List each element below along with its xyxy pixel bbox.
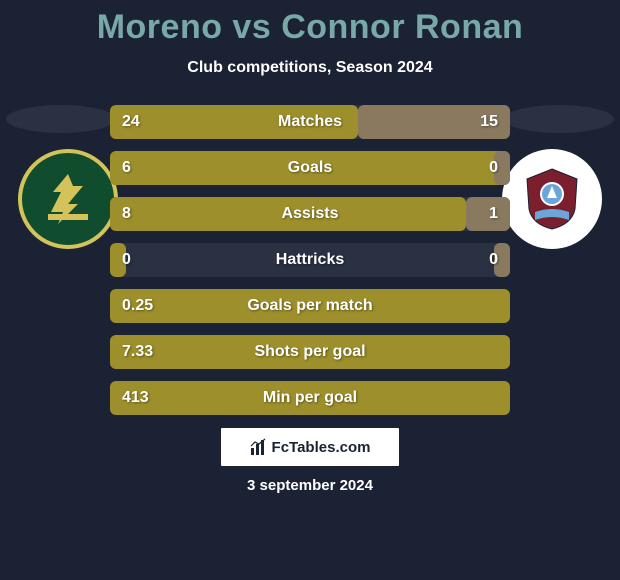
stat-value-right: 1 <box>489 205 498 223</box>
date-text: 3 september 2024 <box>0 477 620 494</box>
bar-chart-icon <box>250 438 268 456</box>
stat-value-left: 6 <box>122 159 131 177</box>
stat-value-left: 7.33 <box>122 343 153 361</box>
stat-value-left: 24 <box>122 113 140 131</box>
stat-value-right: 15 <box>480 113 498 131</box>
stat-bars: 24 15 Matches 6 0 Goals 8 1 Assists 0 0 Hattricks 0.… <box>110 105 510 415</box>
chart-area: 24 15 Matches 6 0 Goals 8 1 Assists 0 0 Hattricks 0.… <box>0 105 620 415</box>
stat-value-right: 0 <box>489 251 498 269</box>
stat-row: 7.33 Shots per goal <box>110 335 510 369</box>
comparison-title: Moreno vs Connor Ronan <box>0 0 620 47</box>
stat-row: 6 0 Goals <box>110 151 510 185</box>
footer-site-text: FcTables.com <box>272 439 371 456</box>
platform-left <box>6 105 116 133</box>
stat-row: 24 15 Matches <box>110 105 510 139</box>
stat-label: Matches <box>278 113 342 131</box>
stat-label: Assists <box>282 205 339 223</box>
stat-row: 0.25 Goals per match <box>110 289 510 323</box>
stat-label: Goals <box>288 159 332 177</box>
stat-row: 0 0 Hattricks <box>110 243 510 277</box>
stat-value-left: 8 <box>122 205 131 223</box>
stat-label: Shots per goal <box>254 343 365 361</box>
team-right-badge <box>502 149 602 249</box>
bar-fill-right <box>466 197 510 231</box>
rapids-logo-icon <box>517 164 587 234</box>
stat-value-left: 0.25 <box>122 297 153 315</box>
stat-value-right: 0 <box>489 159 498 177</box>
stat-row: 413 Min per goal <box>110 381 510 415</box>
stat-label: Hattricks <box>276 251 344 269</box>
platform-right <box>504 105 614 133</box>
stat-label: Min per goal <box>263 389 357 407</box>
comparison-subtitle: Club competitions, Season 2024 <box>0 59 620 77</box>
stat-value-left: 0 <box>122 251 131 269</box>
footer-site-logo: FcTables.com <box>220 427 400 467</box>
stat-label: Goals per match <box>247 297 372 315</box>
timbers-logo-icon <box>33 164 103 234</box>
stat-value-left: 413 <box>122 389 149 407</box>
stat-row: 8 1 Assists <box>110 197 510 231</box>
team-left-badge <box>18 149 118 249</box>
